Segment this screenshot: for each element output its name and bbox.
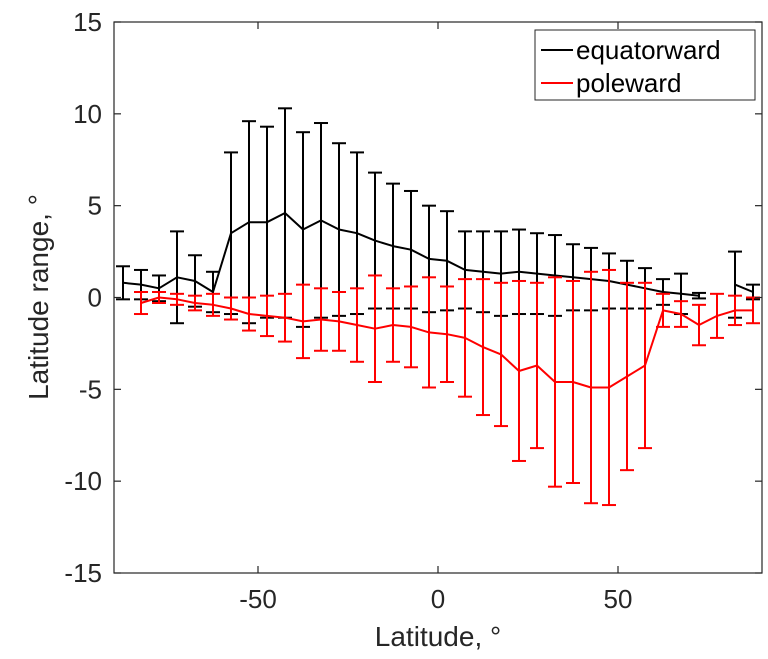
y-tick-label: 15: [73, 7, 102, 37]
x-axis-title: Latitude, °: [375, 621, 501, 652]
series-line-poleward: [140, 296, 753, 389]
y-tick-label: -5: [79, 374, 102, 404]
y-tick-label: -15: [64, 558, 102, 588]
x-tick-label: -50: [239, 584, 277, 614]
series-poleward: [134, 268, 760, 507]
error-bar: [134, 290, 148, 316]
series-line-equatorward: [734, 283, 754, 293]
x-axis-ticks: -50 0 50: [239, 22, 632, 614]
series-line-equatorward: [122, 212, 700, 297]
x-tick-label: 0: [431, 584, 445, 614]
series-layer: [116, 107, 760, 507]
legend-label-equatorward: equatorward: [576, 35, 721, 65]
y-tick-label: 5: [88, 191, 102, 221]
y-axis-title: Latitude range, °: [23, 194, 54, 400]
legend-box: [534, 29, 756, 101]
legend: equatorward poleward: [534, 29, 756, 101]
y-tick-label: 0: [88, 283, 102, 313]
series-equatorward: [116, 107, 760, 328]
y-axis-ticks: -15 -10 -5 0 5 10 15: [64, 7, 762, 588]
x-tick-label: 50: [604, 584, 633, 614]
y-tick-label: 10: [73, 99, 102, 129]
y-tick-label: -10: [64, 466, 102, 496]
legend-label-poleward: poleward: [576, 68, 682, 98]
